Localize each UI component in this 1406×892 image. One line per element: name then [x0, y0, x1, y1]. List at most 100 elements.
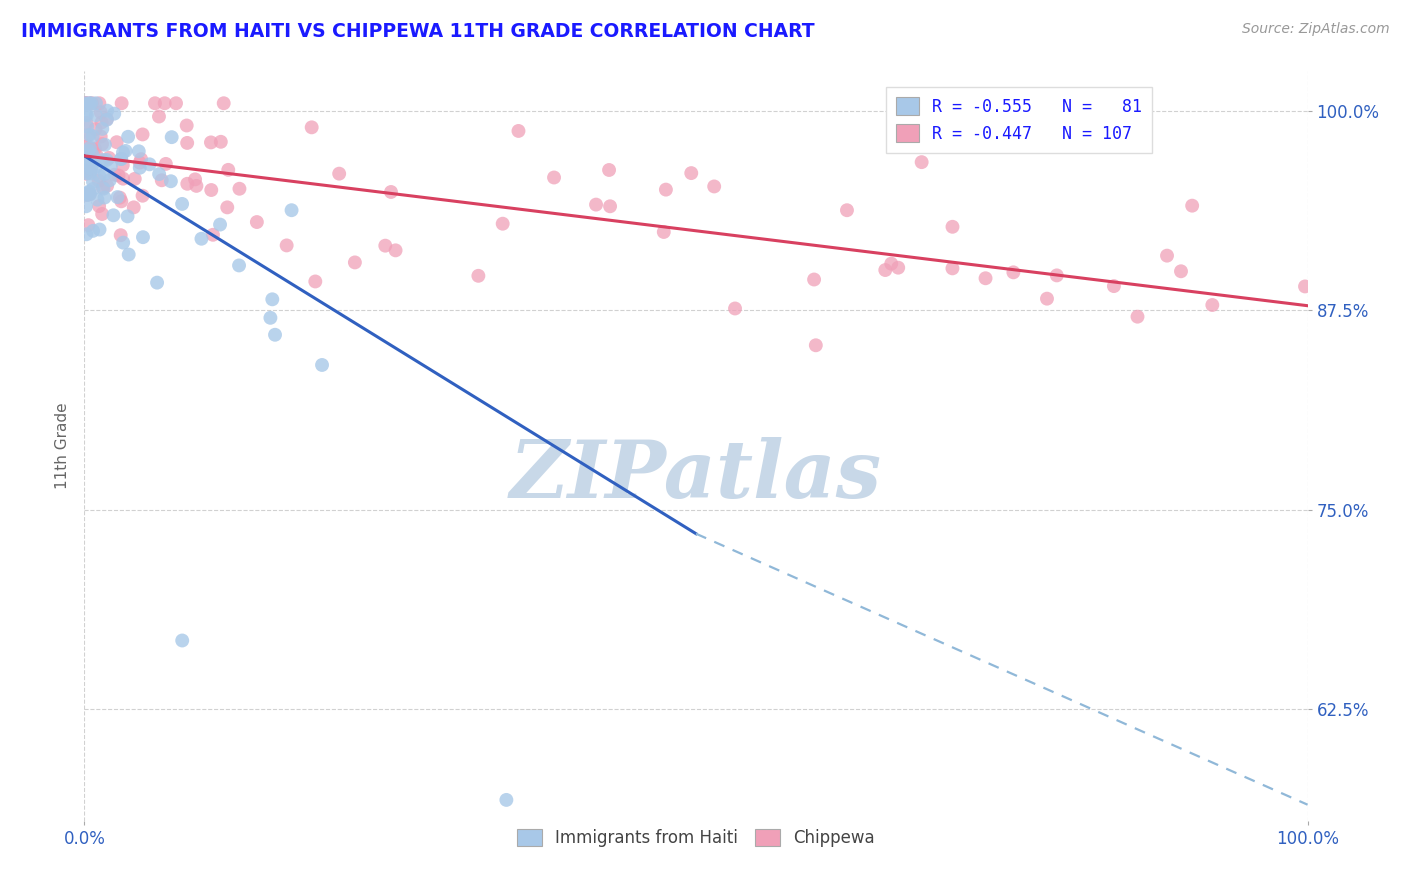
Point — [77, 96, 100, 111]
Point — [82, 129, 104, 144]
Point — [1002, 265, 1025, 279]
Point — [76, 188, 98, 202]
Point — [76, 154, 98, 169]
Point — [467, 268, 489, 283]
Point — [79, 96, 101, 111]
Point — [75, 199, 97, 213]
Point — [201, 227, 224, 242]
Point — [112, 235, 135, 250]
Point — [129, 152, 152, 166]
Point — [262, 293, 284, 307]
Point — [111, 145, 134, 160]
Point — [77, 218, 100, 232]
Point — [79, 187, 101, 202]
Point — [75, 96, 97, 111]
Point — [209, 218, 232, 232]
Point — [380, 185, 402, 199]
Point — [108, 191, 131, 205]
Point — [343, 255, 366, 269]
Point — [97, 151, 120, 165]
Point — [84, 108, 107, 122]
Point — [79, 187, 101, 202]
Point — [190, 232, 212, 246]
Point — [118, 247, 141, 261]
Point — [652, 225, 675, 239]
Point — [91, 207, 114, 221]
Point — [176, 119, 198, 133]
Point — [75, 153, 97, 168]
Point — [86, 193, 108, 207]
Point — [304, 275, 326, 289]
Point — [93, 191, 115, 205]
Point — [110, 152, 132, 166]
Point — [90, 115, 112, 129]
Point — [974, 271, 997, 285]
Point — [75, 145, 97, 159]
Point — [150, 173, 173, 187]
Point — [75, 96, 97, 111]
Point — [111, 158, 134, 172]
Point — [90, 129, 112, 144]
Point — [165, 96, 187, 111]
Point — [887, 260, 910, 275]
Point — [384, 244, 406, 258]
Point — [80, 96, 103, 111]
Text: Source: ZipAtlas.com: Source: ZipAtlas.com — [1241, 22, 1389, 37]
Point — [143, 96, 166, 111]
Point — [75, 96, 97, 111]
Point — [93, 181, 115, 195]
Point — [655, 183, 678, 197]
Point — [911, 155, 934, 169]
Point — [76, 128, 98, 143]
Point — [200, 136, 222, 150]
Point — [128, 161, 150, 175]
Point — [495, 793, 517, 807]
Point — [508, 124, 530, 138]
Point — [82, 175, 104, 189]
Point — [94, 167, 117, 181]
Point — [77, 185, 100, 199]
Point — [941, 261, 963, 276]
Point — [91, 121, 114, 136]
Point — [80, 156, 103, 170]
Point — [259, 310, 281, 325]
Point — [131, 128, 153, 142]
Point — [80, 158, 103, 172]
Point — [1201, 298, 1223, 312]
Point — [104, 168, 127, 182]
Point — [875, 263, 897, 277]
Point — [264, 327, 287, 342]
Point — [76, 187, 98, 202]
Point — [880, 257, 903, 271]
Point — [172, 197, 194, 211]
Point — [76, 120, 98, 134]
Point — [172, 633, 194, 648]
Point — [79, 186, 101, 200]
Point — [89, 169, 111, 183]
Point — [80, 161, 103, 176]
Point — [103, 106, 125, 120]
Point — [124, 172, 146, 186]
Point — [75, 163, 97, 178]
Point — [200, 183, 222, 197]
Point — [301, 120, 323, 135]
Point — [107, 169, 129, 183]
Point — [146, 276, 169, 290]
Point — [110, 152, 132, 166]
Point — [1156, 249, 1178, 263]
Point — [77, 155, 100, 169]
Point — [91, 153, 114, 167]
Point — [77, 144, 100, 158]
Point — [160, 130, 183, 145]
Text: IMMIGRANTS FROM HAITI VS CHIPPEWA 11TH GRADE CORRELATION CHART: IMMIGRANTS FROM HAITI VS CHIPPEWA 11TH G… — [21, 22, 814, 41]
Point — [543, 170, 565, 185]
Point — [1046, 268, 1069, 283]
Point — [75, 148, 97, 162]
Point — [75, 167, 97, 181]
Point — [91, 137, 114, 152]
Point — [90, 105, 112, 120]
Point — [76, 108, 98, 122]
Point — [107, 190, 129, 204]
Point — [184, 172, 207, 186]
Point — [1294, 279, 1316, 293]
